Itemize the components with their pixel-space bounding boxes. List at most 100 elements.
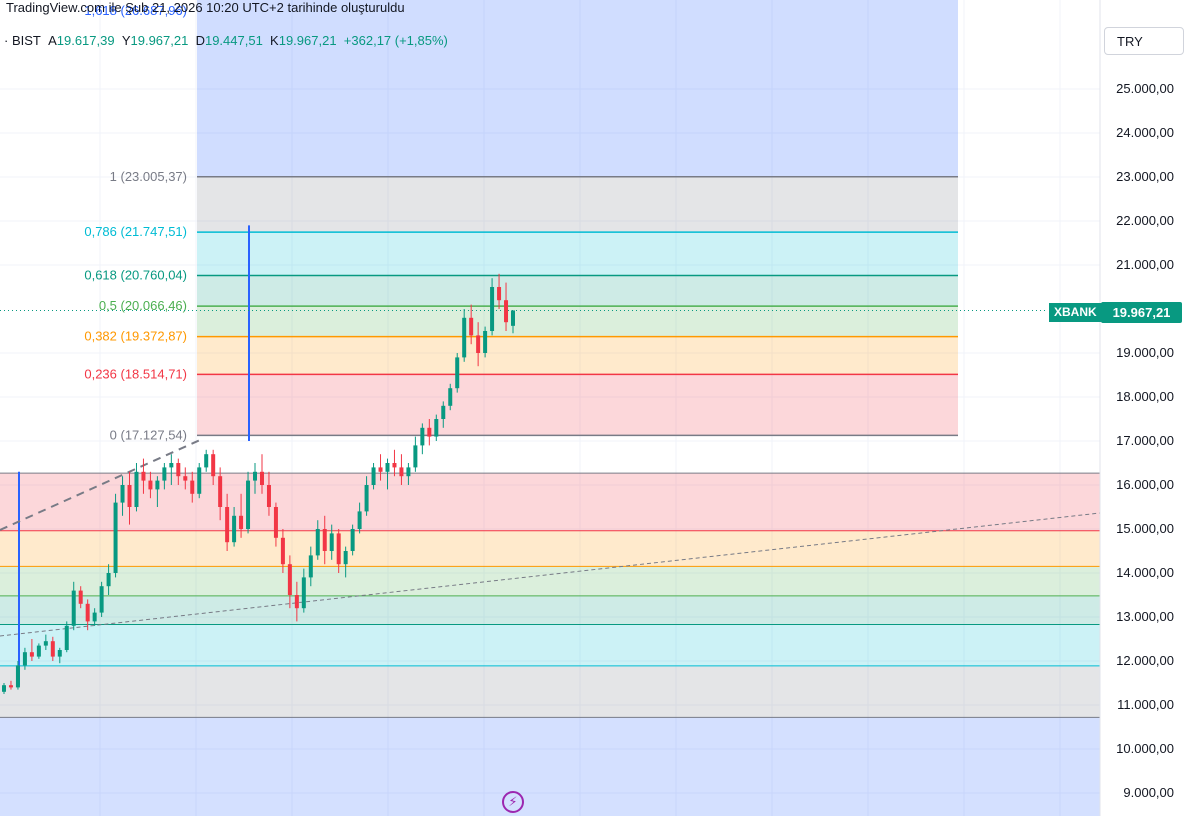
candle-body	[225, 507, 230, 543]
low-label: D	[195, 33, 205, 48]
y-tick-label: 17.000,00	[1116, 433, 1174, 448]
fib-zone	[197, 306, 958, 337]
fib-zones: 1 (23.005,37) 0,786 (21.747,51) 0,618 (20.…	[0, 0, 1100, 816]
candle-body	[455, 357, 460, 389]
price-axis-bg	[1100, 0, 1200, 816]
candle-body	[322, 529, 327, 551]
candle-body	[99, 586, 104, 613]
candle-body	[232, 515, 237, 543]
fib-zone-lower	[0, 595, 1100, 625]
close-value: 19.967,21	[278, 33, 337, 48]
fib-level-label-partial: 1,618 (26.687,96)	[84, 3, 187, 18]
candle-body	[71, 590, 76, 626]
candle-body	[462, 317, 467, 358]
candle-body	[350, 529, 355, 551]
fib-zone	[197, 275, 958, 307]
y-tick-label: 16.000,00	[1116, 477, 1174, 492]
fib-zone	[197, 336, 958, 375]
candle-body	[371, 467, 376, 485]
candle-body	[357, 511, 362, 529]
candle-body	[399, 467, 404, 477]
candle-body	[329, 533, 334, 551]
candle-body	[183, 476, 188, 481]
y-tick-label: 10.000,00	[1116, 741, 1174, 756]
candle-body	[155, 480, 160, 490]
price-axis: 25.000,00 24.000,00 23.000,00 22.000,00 21.0…	[1099, 0, 1200, 816]
fib-zone-extension	[197, 0, 958, 177]
y-tick-label: 15.000,00	[1116, 521, 1174, 536]
candle-body	[127, 485, 132, 507]
candle-body	[15, 665, 20, 688]
y-tick-label: 13.000,00	[1116, 609, 1174, 624]
y-tick-label: 12.000,00	[1116, 653, 1174, 668]
candle-body	[148, 480, 153, 490]
candle-body	[287, 564, 292, 595]
candle-body	[197, 467, 202, 494]
fib-zone	[197, 232, 958, 276]
candle-body	[413, 445, 418, 468]
last-price-badge: 19.967,21	[1101, 302, 1182, 323]
candle-body	[239, 515, 244, 529]
y-tick-label: 18.000,00	[1116, 389, 1174, 404]
fib-zone-lower-extension	[0, 717, 1100, 816]
candle-body	[85, 603, 90, 622]
candle-body	[406, 467, 411, 477]
candle-body	[106, 573, 111, 587]
fib-zone-lower	[0, 624, 1100, 666]
y-tick-label: 23.000,00	[1116, 169, 1174, 184]
fib-level-label: 0 (17.127,54)	[110, 427, 187, 442]
candle-body	[427, 427, 432, 437]
watermark: TradingView.com ile Şub 21, 2026 10:20 U…	[6, 0, 405, 15]
currency-button[interactable]: TRY	[1104, 27, 1184, 55]
candle-body	[2, 685, 6, 692]
candle-body	[273, 507, 278, 538]
fib-level-label: 0,5 (20.066,46)	[99, 298, 187, 313]
ohlc-legend: · BIST A19.617,39 Y19.967,21 D19.447,51 …	[4, 33, 448, 48]
symbol-badge: XBANK	[1049, 303, 1102, 322]
candle-body	[204, 454, 209, 468]
fib-zone-lower	[0, 473, 1100, 531]
candle-body	[120, 485, 125, 503]
candle-body	[315, 529, 320, 556]
candle-body	[57, 650, 62, 657]
candle-body	[364, 485, 369, 512]
candle-body	[134, 471, 139, 507]
fib-zone-lower	[0, 665, 1100, 718]
trend-line-upper	[0, 439, 201, 531]
close-label: K	[270, 33, 279, 48]
candle-body	[497, 287, 502, 301]
candle-body	[8, 685, 13, 688]
candle-body	[64, 625, 69, 650]
y-tick-label: 9.000,00	[1123, 785, 1174, 800]
y-tick-label: 11.000,00	[1117, 697, 1174, 712]
fib-zone	[197, 176, 958, 233]
candle-body	[78, 590, 83, 604]
candle-body	[280, 537, 285, 565]
candle-body	[476, 335, 481, 353]
candle-body	[294, 595, 299, 609]
lightning-icon[interactable]: ⚡	[502, 791, 524, 813]
candle-body	[511, 310, 515, 326]
y-tick-label: 25.000,00	[1116, 81, 1174, 96]
candle-body	[190, 480, 195, 494]
fib-level-label: 1 (23.005,37)	[110, 169, 187, 184]
fib-zone-lower	[0, 530, 1100, 567]
fib-zone	[197, 374, 958, 436]
candle-body	[162, 467, 167, 481]
candle-body	[434, 419, 439, 437]
exchange-label: · BIST	[4, 33, 41, 48]
candle-body	[113, 502, 118, 573]
candle-body	[141, 471, 146, 481]
candle-body	[266, 485, 271, 507]
fib-level-label: 0,382 (19.372,87)	[84, 329, 187, 344]
candle-body	[378, 467, 383, 472]
candle-body	[92, 612, 97, 622]
candle-body	[469, 317, 474, 336]
candle-body	[22, 652, 27, 666]
y-tick-label: 19.000,00	[1116, 345, 1174, 360]
candle-body	[392, 463, 397, 468]
candle-body	[308, 555, 313, 578]
candle-body	[211, 454, 216, 477]
candle-body	[336, 533, 341, 565]
